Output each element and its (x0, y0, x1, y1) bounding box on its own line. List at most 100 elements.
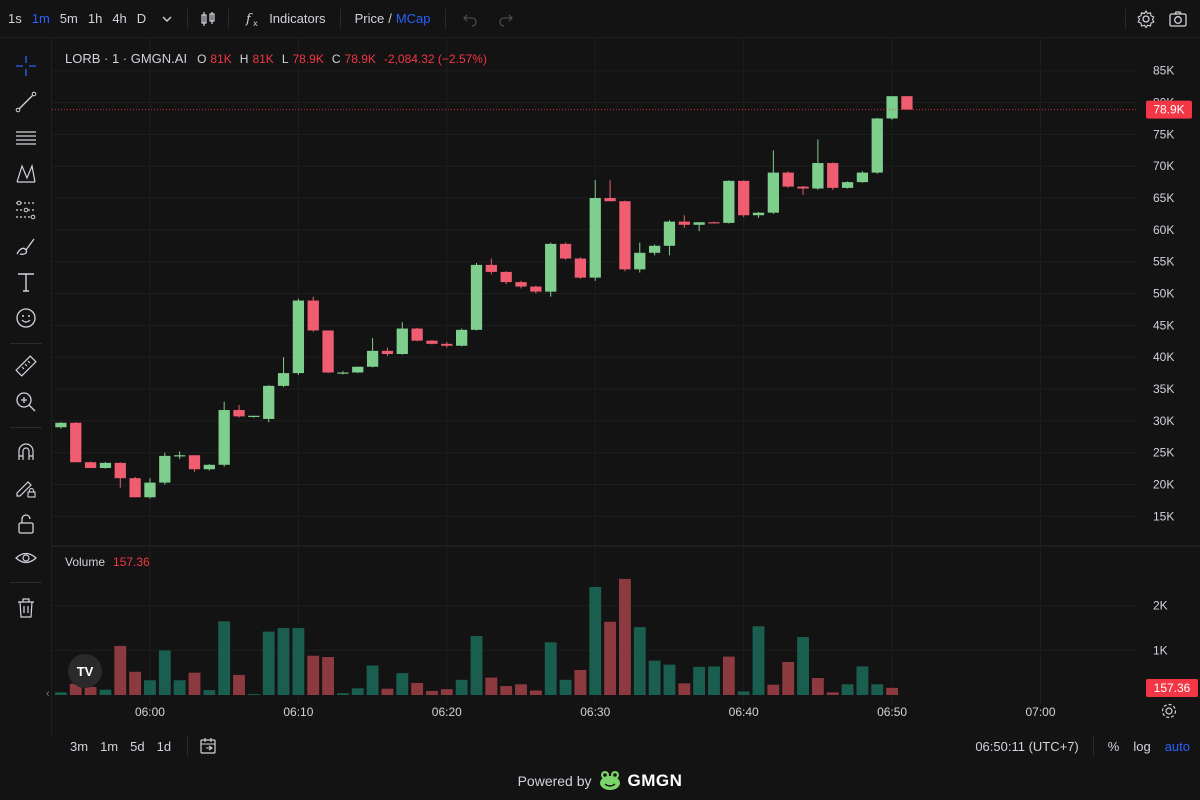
volume-bar (173, 680, 186, 695)
range-5d[interactable]: 5d (130, 738, 145, 754)
volume-legend: Volume 157.36 (65, 555, 150, 569)
collapse-toolbar-button[interactable]: ‹ (46, 688, 50, 700)
open-value: 81K (210, 51, 232, 66)
timeframe-1s[interactable]: 1s (8, 11, 22, 26)
last-price-badge (1146, 100, 1192, 119)
brush-icon[interactable] (12, 232, 40, 260)
timeframe-group: 1s 1m 5m 1h 4h D (0, 11, 151, 26)
price-mcap-toggle[interactable]: Price / MCap (351, 11, 435, 26)
time-tick-label: 07:00 (1026, 705, 1056, 719)
tradingview-logo[interactable]: TV (68, 654, 102, 688)
toolbar-divider (187, 736, 189, 756)
chart-area[interactable]: 15K 20K 25K 30K 35K 40K 45K 50K 55K 60K 65K 70K 75K 8… (46, 38, 1200, 728)
settings-icon[interactable] (1136, 9, 1156, 29)
volume-bar (366, 665, 379, 695)
ruler-icon[interactable] (12, 352, 40, 380)
powered-by-footer: Powered by GMGN (0, 766, 1200, 796)
time-tick-label: 06:40 (729, 705, 759, 719)
candle-body (456, 329, 468, 346)
candle-body (871, 118, 883, 173)
axis-settings-icon[interactable] (1161, 703, 1177, 719)
timeframe-1m[interactable]: 1m (31, 11, 50, 26)
symbol-label[interactable]: LORB · 1 · GMGN.AI (65, 51, 188, 66)
volume-bar (826, 692, 839, 695)
zoom-icon[interactable] (12, 388, 40, 416)
trend-line-icon[interactable] (12, 88, 40, 116)
redo-icon[interactable] (496, 9, 516, 29)
volume-bar (426, 690, 438, 695)
svg-text:x: x (253, 19, 258, 28)
volume-bar (336, 693, 349, 695)
price-tick-label: 35K (1153, 382, 1174, 396)
candle-body (411, 328, 423, 341)
volume-bar (752, 626, 765, 695)
timeframe-D[interactable]: D (136, 11, 147, 26)
candle-body (441, 343, 453, 346)
clock-time[interactable]: 06:50:11 (UTC+7) (975, 738, 1079, 754)
gmgn-brand: GMGN (627, 771, 683, 790)
price-tick-label: 30K (1153, 414, 1174, 428)
timeframe-4h[interactable]: 4h (112, 11, 127, 26)
candle-body (545, 243, 557, 292)
emoji-icon[interactable] (12, 304, 40, 332)
volume-bar (218, 621, 231, 695)
log-toggle[interactable]: log (1133, 738, 1151, 754)
candle-body (426, 340, 438, 344)
volume-label: Volume (65, 555, 106, 569)
lock-icon[interactable] (12, 510, 40, 538)
candle-body (352, 366, 364, 373)
pattern-icon[interactable] (12, 160, 40, 188)
volume-bar (351, 688, 364, 695)
range-1d[interactable]: 1d (156, 738, 172, 754)
volume-bar (871, 684, 884, 695)
volume-bar (485, 677, 498, 695)
candle-body (144, 482, 156, 498)
candlestick-chart[interactable]: 15K 20K 25K 30K 35K 40K 45K 50K 55K 60K 65K 70K 75K 8… (52, 38, 1200, 728)
close-value: 78.9K (344, 51, 376, 66)
volume-bar (322, 657, 335, 695)
candle-body (277, 373, 290, 386)
mcap-option[interactable]: MCap (395, 11, 431, 26)
range-3m[interactable]: 3m (70, 738, 89, 754)
goto-date-icon[interactable] (198, 736, 218, 756)
toolbar-divider (339, 8, 341, 29)
volume-bar (693, 666, 706, 695)
price-tick-label: 40K (1153, 350, 1174, 364)
volume-value: 157.36 (113, 555, 150, 569)
text-icon[interactable] (12, 268, 40, 296)
magnet-icon[interactable] (12, 438, 40, 466)
chevron-down-icon[interactable] (157, 9, 177, 29)
candle-body (129, 478, 141, 498)
crosshair-icon[interactable] (12, 52, 40, 80)
volume-bar (708, 666, 720, 695)
open-label: O (197, 51, 207, 66)
time-tick-label: 06:30 (580, 705, 610, 719)
candle-body (307, 300, 319, 331)
volume-bar (604, 621, 617, 695)
price-tick-label: 55K (1153, 255, 1174, 269)
range-1m[interactable]: 1m (100, 738, 119, 754)
timeframe-1h[interactable]: 1h (87, 11, 103, 26)
price-tick-label: 45K (1153, 318, 1174, 332)
powered-by-text: Powered by (517, 773, 592, 789)
price-option[interactable]: Price (354, 11, 385, 26)
undo-icon[interactable] (460, 9, 480, 29)
fib-icon[interactable] (12, 196, 40, 224)
candles-icon[interactable] (198, 9, 218, 29)
percent-toggle[interactable]: % (1107, 738, 1120, 754)
range-group: 3m 1m 5d 1d (52, 739, 177, 754)
price-tick-label: 50K (1153, 287, 1174, 301)
price-tick-label: 75K (1153, 127, 1174, 141)
candle-body (188, 455, 201, 470)
horizontal-lines-icon[interactable] (12, 124, 40, 152)
eye-icon[interactable] (12, 544, 40, 572)
camera-icon[interactable] (1168, 9, 1188, 29)
trash-icon[interactable] (12, 594, 40, 622)
timeframe-5m[interactable]: 5m (59, 11, 78, 26)
lock-pencil-icon[interactable] (12, 474, 40, 502)
candle-body (337, 372, 349, 374)
auto-toggle[interactable]: auto (1164, 738, 1190, 754)
price-tick-label: 85K (1153, 64, 1174, 78)
